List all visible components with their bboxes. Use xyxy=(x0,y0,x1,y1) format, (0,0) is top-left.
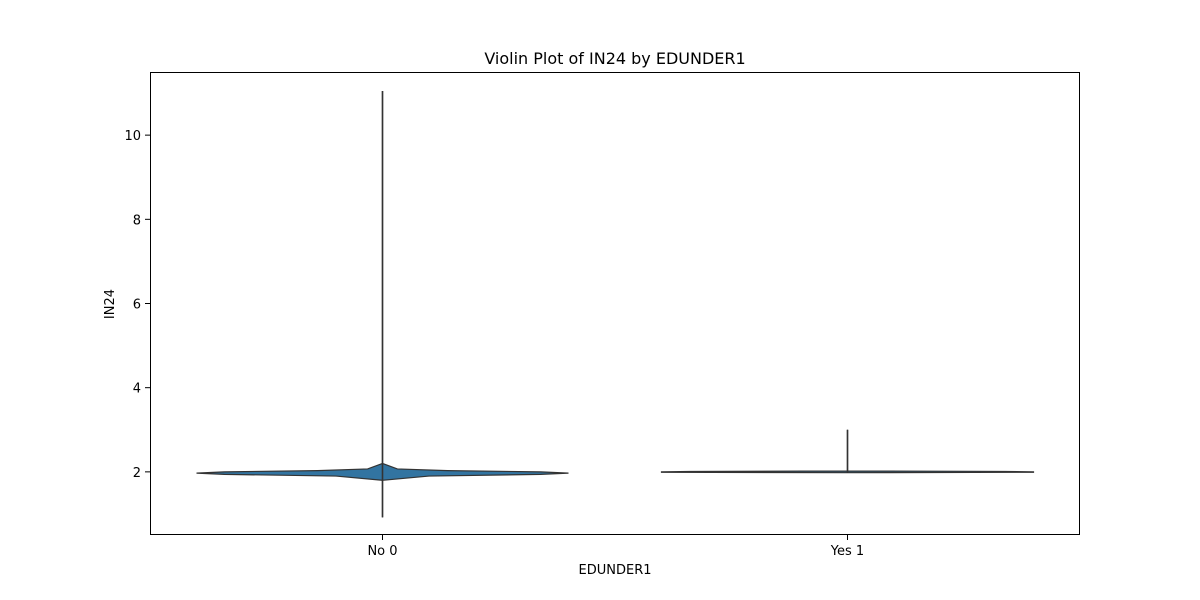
y-tick-label: 10 xyxy=(124,129,141,144)
violin-body xyxy=(660,429,1035,474)
y-tick-label: 4 xyxy=(133,382,141,397)
y-tick-label: 6 xyxy=(133,298,141,313)
y-axis: 2 4 6 8 10 xyxy=(124,129,150,481)
x-axis-label: EDUNDER1 xyxy=(579,563,652,578)
x-tick-label: No 0 xyxy=(367,544,397,559)
chart-title: Violin Plot of IN24 by EDUNDER1 xyxy=(484,49,745,68)
y-tick-label: 8 xyxy=(133,213,141,228)
y-tick-label: 2 xyxy=(133,466,141,481)
violins-group xyxy=(196,90,1035,518)
x-axis: No 0 Yes 1 xyxy=(367,535,864,559)
violin-body xyxy=(196,90,569,518)
plot-area xyxy=(150,72,1080,535)
y-axis-label: IN24 xyxy=(103,289,118,319)
x-tick-label: Yes 1 xyxy=(830,544,864,559)
